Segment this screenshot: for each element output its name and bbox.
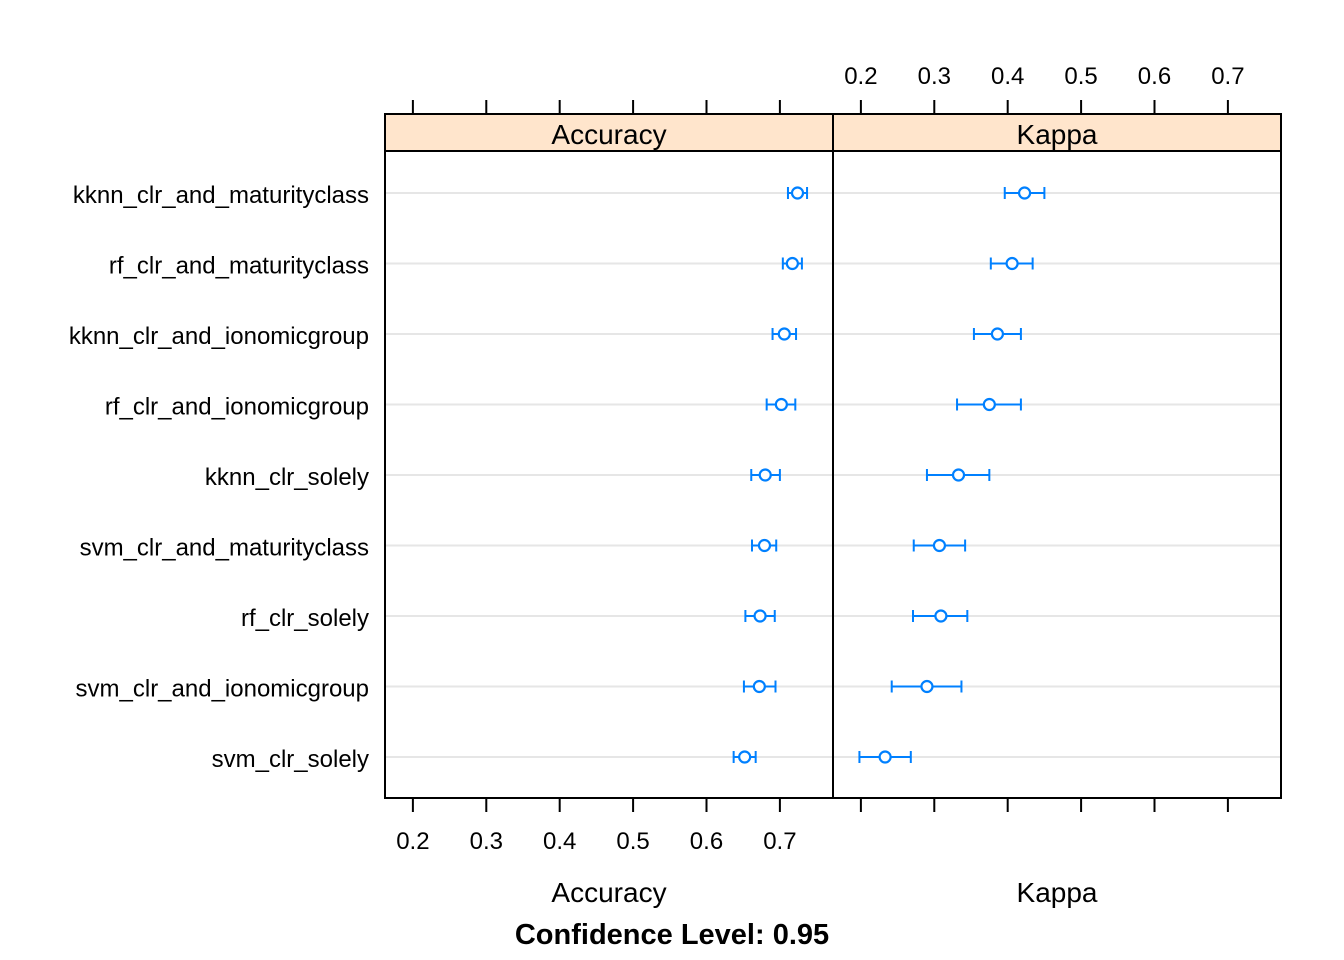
frame-layer: [384, 113, 1282, 799]
model-label-kknn_clr_and_ionomicgroup: kknn_clr_and_ionomicgroup: [69, 323, 369, 350]
kappa-estimate-point: [982, 397, 996, 412]
accuracy-estimate-point: [738, 750, 752, 764]
model-label-svm_clr_solely: svm_clr_solely: [212, 746, 369, 773]
accuracy-axis-label: Accuracy: [551, 877, 666, 908]
accuracy-estimate-point: [777, 327, 791, 341]
accuracy-estimate-point: [758, 468, 772, 482]
axis-layer: [411, 100, 1229, 812]
kappa-estimate-point: [934, 609, 948, 623]
accuracy-tick-label: 0.4: [543, 828, 576, 855]
kappa-estimate-point: [990, 327, 1005, 341]
grid-layer: [385, 192, 1281, 758]
accuracy-tick-label: 0.6: [690, 828, 723, 855]
kappa-tick-label: 0.5: [1064, 63, 1097, 90]
kappa-estimate-point: [1005, 256, 1019, 271]
model-label-kknn_clr_solely: kknn_clr_solely: [205, 464, 369, 491]
accuracy-strip: [385, 114, 833, 151]
accuracy-estimate-point: [785, 256, 799, 271]
label-layer: kknn_clr_and_maturityclass rf_clr_and_mat…: [69, 63, 1245, 908]
accuracy-tick-label: 0.5: [616, 828, 649, 855]
kappa-tick-label: 0.2: [844, 63, 877, 90]
accuracy-tick-label: 0.3: [470, 828, 503, 855]
accuracy-estimate-point: [752, 679, 766, 694]
kappa-strip: [833, 114, 1281, 151]
model-label-kknn_clr_and_maturityclass: kknn_clr_and_maturityclass: [73, 182, 369, 209]
accuracy-estimate-point: [790, 186, 805, 200]
mark-layer: [732, 186, 1046, 764]
kappa-estimate-point: [932, 538, 947, 553]
accuracy-tick-label: 0.7: [763, 828, 796, 855]
accuracy-panel-frame: [384, 113, 834, 799]
kappa-strip-label: Kappa: [1017, 119, 1098, 150]
kappa-axis-label: Kappa: [1017, 877, 1098, 908]
kappa-panel-frame: [832, 113, 1282, 799]
kappa-tick-label: 0.4: [991, 63, 1024, 90]
kappa-estimate-point: [878, 750, 892, 764]
model-label-svm_clr_and_maturityclass: svm_clr_and_maturityclass: [80, 535, 369, 562]
accuracy-tick-label: 0.2: [396, 828, 429, 855]
kappa-estimate-point: [951, 468, 966, 482]
model-label-svm_clr_and_ionomicgroup: svm_clr_and_ionomicgroup: [76, 676, 369, 703]
accuracy-estimate-point: [753, 609, 767, 623]
model-label-rf_clr_solely: rf_clr_solely: [241, 605, 369, 632]
kappa-estimate-point: [920, 679, 934, 694]
model-label-rf_clr_and_ionomicgroup: rf_clr_and_ionomicgroup: [105, 394, 369, 421]
kappa-tick-label: 0.6: [1138, 63, 1171, 90]
accuracy-estimate-point: [757, 538, 772, 553]
model-label-rf_clr_and_maturityclass: rf_clr_and_maturityclass: [109, 253, 369, 280]
confidence-level-footer: Confidence Level: 0.95: [515, 919, 829, 951]
kappa-estimate-point: [1017, 186, 1032, 200]
kappa-tick-label: 0.7: [1211, 63, 1244, 90]
kappa-tick-label: 0.3: [918, 63, 951, 90]
accuracy-strip-label: Accuracy: [551, 119, 666, 150]
accuracy-estimate-point: [774, 397, 788, 412]
